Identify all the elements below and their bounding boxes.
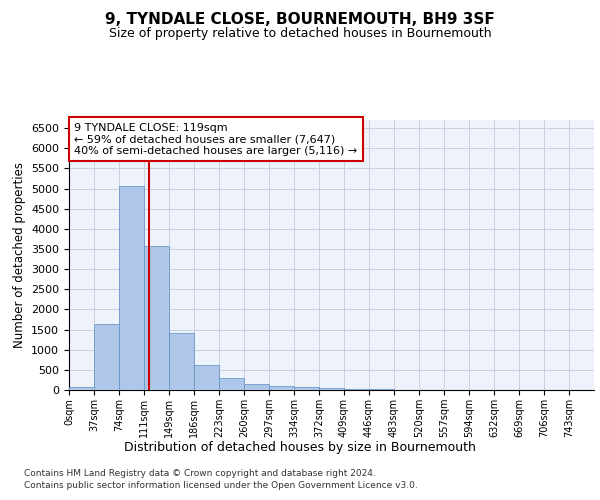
Bar <box>344 388 369 390</box>
Bar <box>319 388 344 390</box>
Bar <box>244 384 269 390</box>
Text: Contains public sector information licensed under the Open Government Licence v3: Contains public sector information licen… <box>24 481 418 490</box>
Bar <box>369 389 394 390</box>
Text: Distribution of detached houses by size in Bournemouth: Distribution of detached houses by size … <box>124 441 476 454</box>
Text: Contains HM Land Registry data © Crown copyright and database right 2024.: Contains HM Land Registry data © Crown c… <box>24 468 376 477</box>
Bar <box>194 365 219 390</box>
Text: Size of property relative to detached houses in Bournemouth: Size of property relative to detached ho… <box>109 28 491 40</box>
Bar <box>69 387 94 390</box>
Text: 9, TYNDALE CLOSE, BOURNEMOUTH, BH9 3SF: 9, TYNDALE CLOSE, BOURNEMOUTH, BH9 3SF <box>105 12 495 28</box>
Bar <box>119 186 144 390</box>
Y-axis label: Number of detached properties: Number of detached properties <box>13 162 26 348</box>
Bar <box>219 378 244 390</box>
Bar <box>294 387 319 390</box>
Bar <box>269 386 294 390</box>
Text: 9 TYNDALE CLOSE: 119sqm
← 59% of detached houses are smaller (7,647)
40% of semi: 9 TYNDALE CLOSE: 119sqm ← 59% of detache… <box>74 122 358 156</box>
Bar <box>94 324 119 390</box>
Bar <box>144 246 169 390</box>
Bar <box>169 333 194 390</box>
